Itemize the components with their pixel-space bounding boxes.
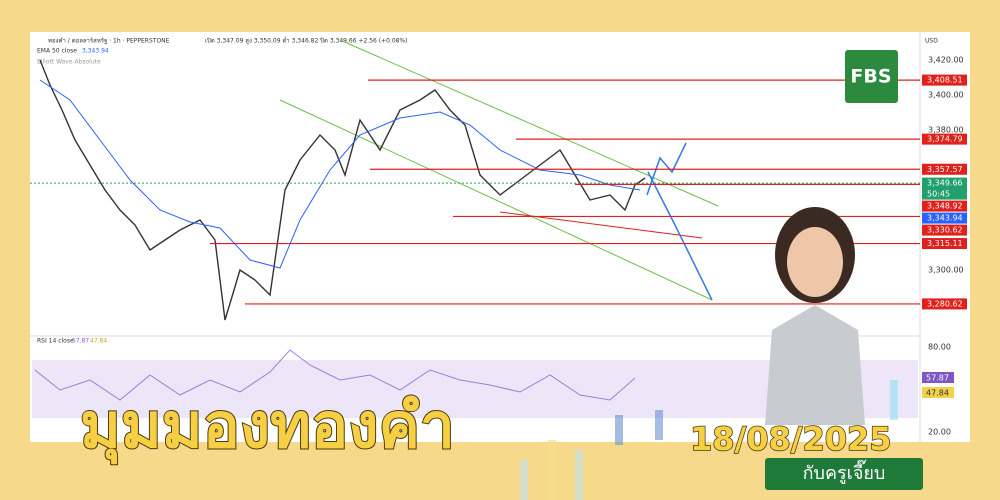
level-label-box — [922, 163, 967, 175]
date: 18/08/2025 — [690, 420, 892, 458]
rsi-value: 57.87 — [72, 338, 89, 345]
subtitle: กับครูเจี๊ยบ — [803, 459, 886, 484]
level-label-box — [922, 200, 967, 212]
scenario-arrow — [646, 142, 687, 196]
channel-line — [279, 99, 713, 301]
rsi-label-box — [922, 387, 954, 398]
brand-logo — [845, 50, 898, 103]
presenter-face — [787, 227, 843, 297]
level-label-box — [922, 133, 967, 145]
price-tick: 3,400.00 — [928, 91, 964, 100]
level-label-box — [922, 224, 967, 236]
price-tick: 3,300.00 — [928, 266, 964, 275]
currency: USD — [925, 38, 938, 45]
brand-text: FBS — [850, 66, 891, 88]
rsi-tick: 20.00 — [928, 428, 951, 437]
rsi-current: 57.87 — [926, 374, 949, 383]
rsi-current: 47.84 — [926, 389, 949, 398]
rsi-label-box — [922, 372, 954, 383]
ema-line — [39, 79, 641, 269]
presenter-body — [765, 305, 865, 425]
level-label: 3,330.62 — [927, 226, 963, 235]
level-label: 3,348.92 — [927, 202, 963, 211]
level-label-box — [922, 212, 967, 224]
level-label: 3,374.79 — [927, 135, 963, 144]
rsi-line — [34, 349, 636, 401]
level-label-box — [922, 298, 967, 310]
level-label-box — [922, 177, 967, 200]
level-label: 3,315.11 — [927, 239, 963, 248]
price-tick: 3,380.00 — [928, 126, 964, 135]
indicator: Elliott Wave Absolute — [37, 59, 101, 66]
level-label: 3,349.66 — [927, 179, 963, 188]
level-label: 3,343.94 — [927, 214, 963, 223]
rsi-tick: 80.00 — [928, 343, 951, 352]
ema-label: EMA 50 close — [37, 48, 77, 55]
title: มุมมองทองคำ — [80, 389, 455, 464]
subtitle-box — [765, 458, 923, 490]
ema-value: 3,343.94 — [82, 48, 109, 55]
scenario-arrow — [647, 171, 713, 301]
symbol: ทองคำ / ดอลลาร์สหรัฐ · 1h · PEPPERSTONE — [48, 37, 170, 45]
rsi-value: 47.84 — [90, 338, 107, 345]
ohlc: เปิด 3,347.09 สูง 3,350.09 ต่ำ 3,346.82 … — [205, 37, 408, 45]
decor-candles — [520, 380, 898, 500]
level-label: 3,280.62 — [927, 299, 963, 308]
level-label: 3,408.51 — [927, 76, 963, 85]
level-label-box — [922, 238, 967, 250]
countdown: 50:45 — [927, 190, 950, 199]
price-tick: 3,420.00 — [928, 56, 964, 65]
rsi-label: RSI 14 close — [37, 338, 74, 345]
price-path — [39, 59, 646, 321]
level-label-box — [922, 74, 967, 86]
level-label: 3,357.57 — [927, 165, 963, 174]
channel-line — [339, 39, 719, 207]
